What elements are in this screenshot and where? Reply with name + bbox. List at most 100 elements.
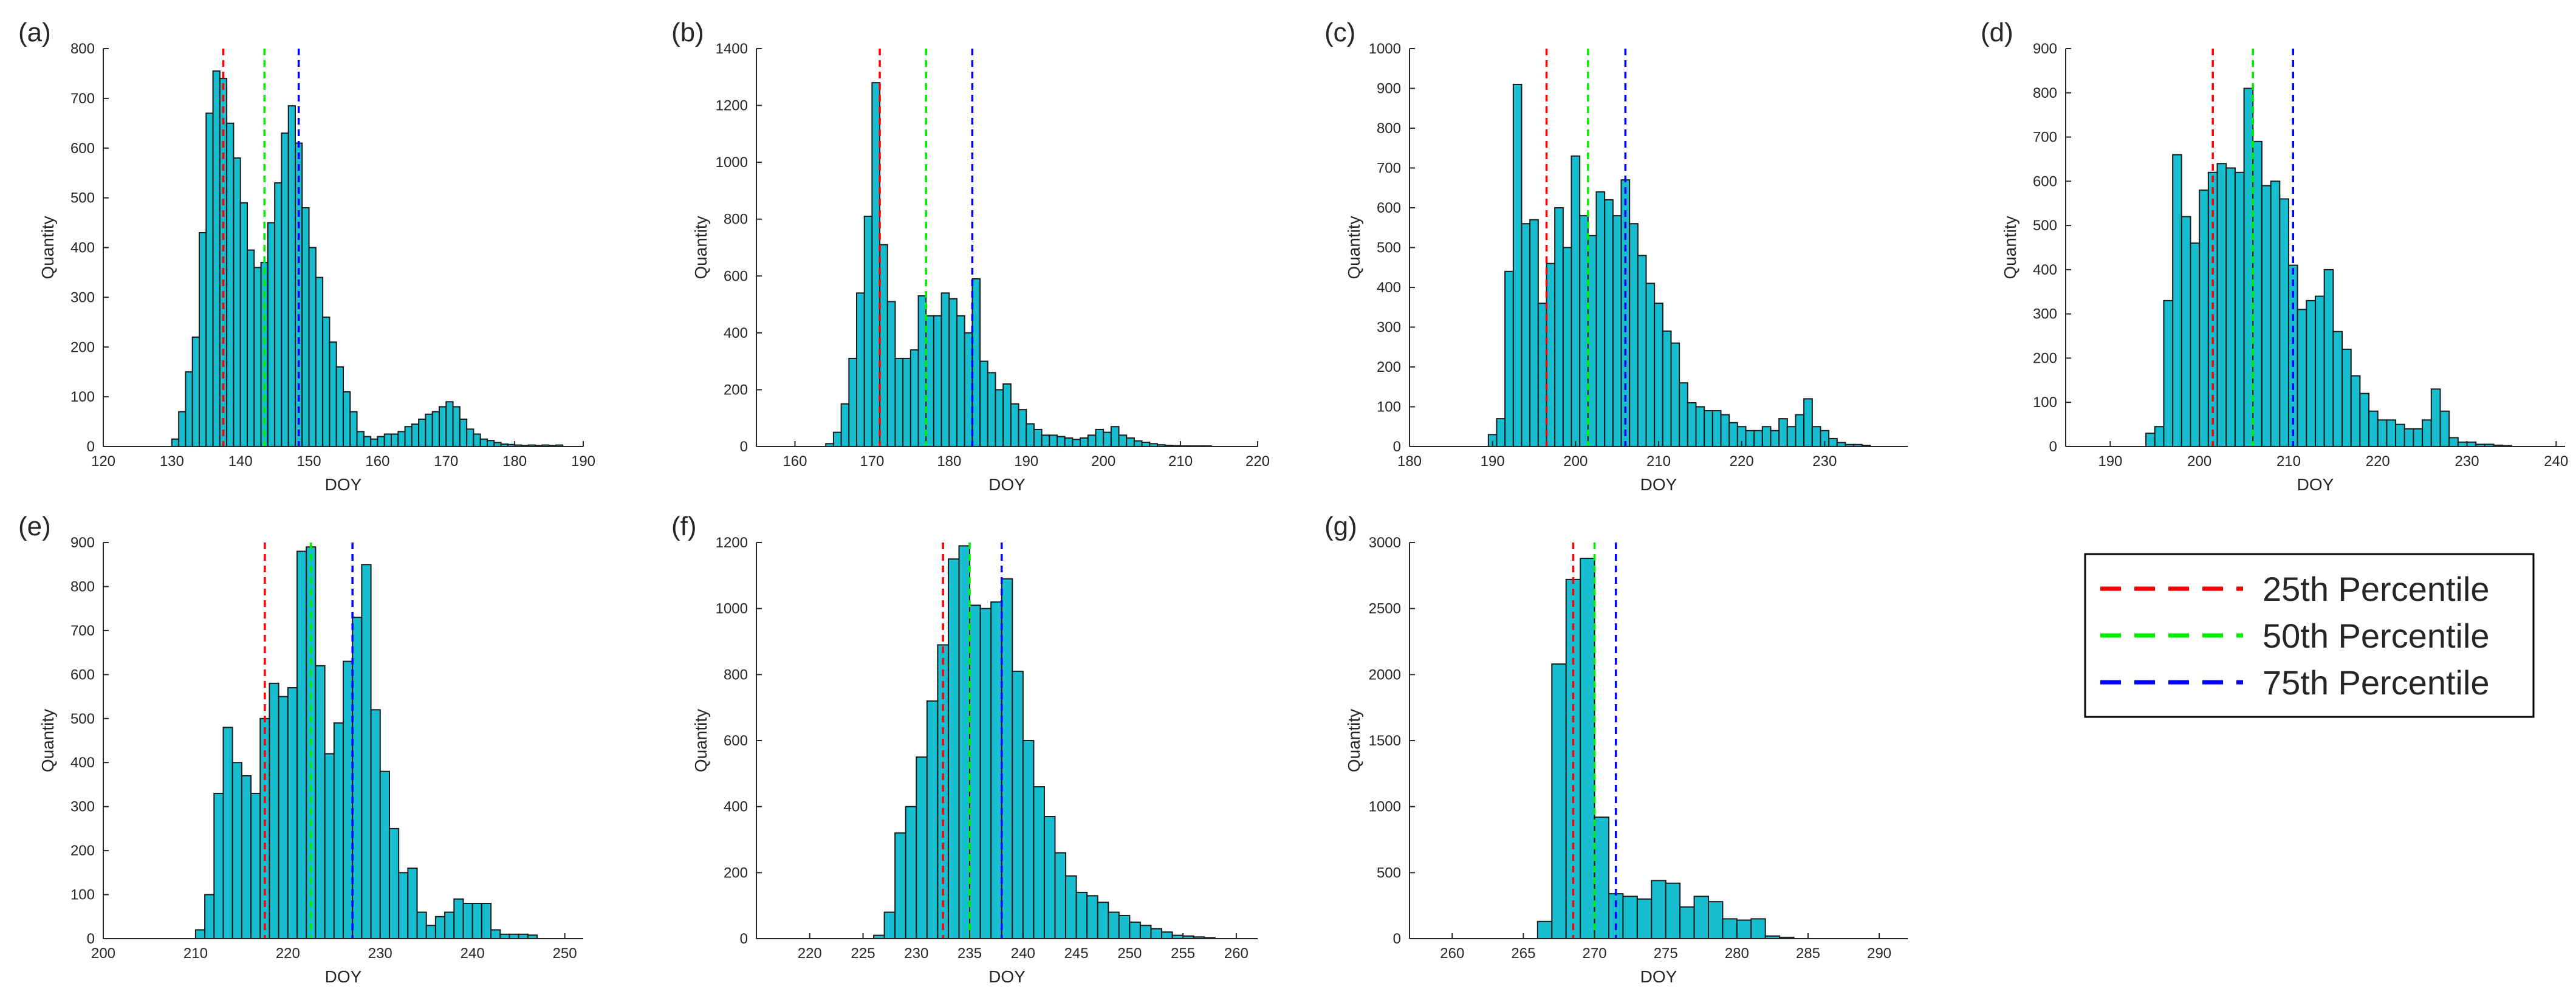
y-tick-label: 200: [724, 382, 748, 398]
histogram-bar: [411, 423, 420, 447]
histogram-bar: [370, 438, 379, 447]
histogram-bar: [1579, 215, 1589, 447]
x-tick-label: 245: [1064, 945, 1089, 962]
histogram-bar: [361, 564, 372, 939]
y-tick-label: 1000: [1369, 41, 1401, 57]
y-axis-title: Quantity: [38, 709, 57, 772]
histogram-bar: [1565, 578, 1581, 939]
y-tick-label: 600: [70, 140, 95, 157]
x-tick-label: 220: [1245, 453, 1270, 470]
histogram-bar: [902, 357, 911, 448]
y-axis-title: Quantity: [2001, 216, 2019, 279]
histogram-bar: [471, 903, 482, 940]
y-tick-label: 0: [740, 439, 748, 455]
histogram-bar: [388, 827, 400, 940]
y-tick-label: 200: [70, 843, 95, 859]
histogram-bar: [1012, 670, 1024, 940]
histogram-bar: [1064, 437, 1074, 448]
histogram-bar: [1770, 430, 1780, 447]
histogram-bar: [1118, 914, 1131, 939]
histogram-bar: [1054, 852, 1067, 939]
panel-label: (b): [671, 18, 704, 47]
y-tick-label: 500: [2033, 217, 2057, 234]
histogram-bar: [894, 357, 904, 448]
histogram-bar: [933, 315, 942, 447]
histogram-bar: [356, 431, 365, 448]
histogram-bar: [1080, 437, 1089, 448]
y-axis-title: Quantity: [1345, 216, 1363, 279]
y-tick-label: 600: [724, 268, 748, 284]
panel-label: (f): [671, 512, 697, 541]
legend-label: 50th Percentile: [2263, 617, 2490, 655]
y-tick-label: 0: [740, 931, 748, 947]
y-tick-label: 0: [2049, 439, 2057, 455]
x-tick-label: 265: [1511, 945, 1535, 962]
y-tick-label: 1500: [1369, 733, 1401, 749]
histogram-bar: [1504, 270, 1514, 447]
histogram-bar: [2430, 388, 2441, 448]
histogram-bar: [958, 545, 971, 939]
histogram-bar: [1679, 382, 1688, 448]
histogram-bar: [1108, 911, 1120, 940]
histogram-bar: [2252, 140, 2263, 448]
x-tick-label: 200: [91, 945, 115, 962]
x-tick-label: 230: [368, 945, 392, 962]
x-tick-label: 120: [91, 453, 115, 470]
histogram-bar: [1075, 891, 1088, 940]
histogram-bar: [1828, 437, 1838, 448]
histogram-bar: [1622, 896, 1638, 939]
histogram-bar: [1141, 441, 1151, 447]
histogram-bar: [1072, 439, 1081, 447]
histogram-bar: [2332, 330, 2343, 448]
histogram-bar: [848, 357, 858, 448]
histogram-bar: [1695, 406, 1705, 447]
y-tick-label: 1000: [716, 601, 748, 617]
histogram-bar: [947, 558, 960, 939]
panel-label: (c): [1324, 18, 1355, 47]
histogram-bar: [226, 122, 235, 447]
histogram-bar: [296, 550, 307, 939]
x-tick-label: 220: [276, 945, 300, 962]
histogram-bar: [1595, 191, 1606, 447]
histogram-bar: [1645, 283, 1656, 447]
histogram-bar: [509, 933, 519, 940]
histogram-bar: [315, 665, 326, 939]
histogram-bar: [1087, 434, 1097, 447]
histogram-bar: [1026, 423, 1035, 448]
histogram-bar: [1086, 895, 1098, 939]
panel-d: 190 200 210 220 230 240 0 100 200 300 400 500 600 700…: [1981, 18, 2568, 494]
x-tick-label: 220: [798, 945, 822, 962]
x-axis-title: DOY: [325, 967, 362, 986]
y-axis-title: Quantity: [691, 216, 710, 279]
histogram-bar: [1496, 418, 1506, 448]
histogram-bar: [343, 660, 354, 939]
histogram-bar: [1629, 223, 1639, 447]
x-tick-label: 150: [297, 453, 321, 470]
histogram-bar: [1133, 440, 1143, 448]
x-axis-title: DOY: [325, 475, 362, 494]
histogram-bar: [909, 349, 919, 447]
histogram-bar: [1033, 786, 1045, 939]
y-tick-label: 2000: [1369, 666, 1401, 683]
histogram-bar: [1803, 398, 1813, 448]
histogram-bar: [329, 341, 337, 447]
y-tick-label: 300: [70, 799, 95, 815]
histogram-bar: [490, 929, 501, 940]
x-axis-title: DOY: [988, 967, 1026, 986]
histogram-bar: [370, 709, 381, 940]
histogram-bar: [204, 894, 215, 940]
x-tick-label: 190: [2098, 453, 2122, 470]
y-tick-label: 900: [1377, 81, 1401, 97]
y-axis-title: Quantity: [1345, 709, 1363, 772]
histogram-bar: [1654, 303, 1663, 448]
histogram-bar: [1679, 906, 1695, 939]
histogram-bar: [425, 925, 436, 940]
histogram-bar: [404, 426, 413, 447]
histogram-bar: [1065, 875, 1077, 940]
histogram-bar: [917, 295, 927, 448]
x-tick-label: 250: [553, 945, 577, 962]
histogram-bar: [2377, 419, 2388, 448]
histogram-bar: [1033, 428, 1043, 447]
histogram-bar: [2172, 154, 2182, 447]
histogram-bar: [2180, 216, 2191, 447]
